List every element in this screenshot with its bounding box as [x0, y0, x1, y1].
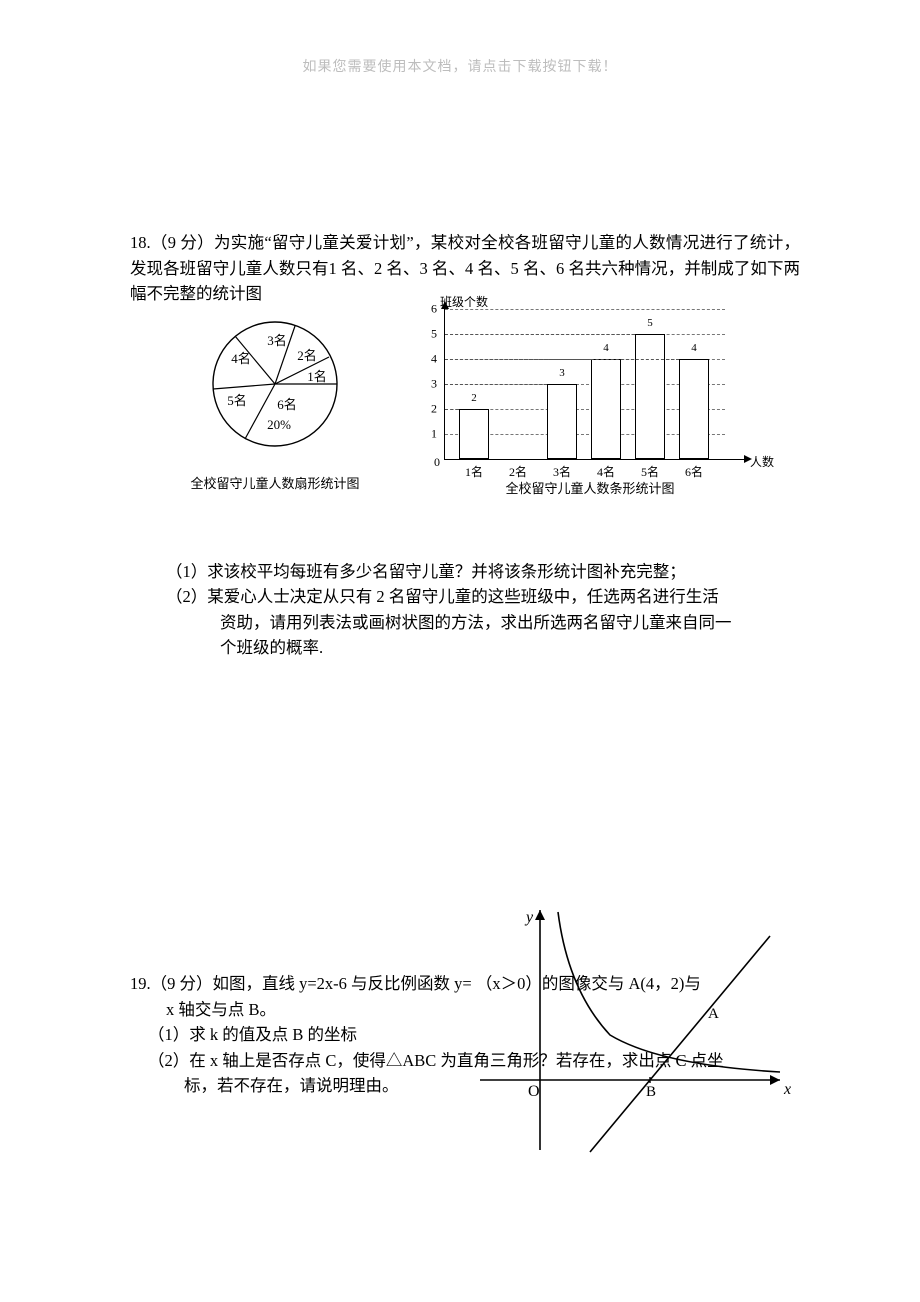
pie-label-6: 6名: [277, 397, 297, 412]
bar-rect: [679, 359, 709, 459]
bar-plot-area: 1234561名22名3名34名45名56名4: [444, 309, 745, 460]
q18-sub-2-line3: 个班级的概率.: [220, 635, 800, 661]
bar-rect: [459, 409, 489, 459]
pie-label-3: 3名: [267, 333, 287, 348]
bar-value-label: 4: [603, 340, 609, 357]
bar-leader-dash: [445, 384, 547, 385]
graph-label-A: A: [708, 1006, 719, 1022]
bar-value-label: 2: [471, 390, 477, 407]
graph-label-y: y: [524, 909, 534, 926]
pie-chart: 1名 2名 3名 4名 5名 6名 20% 全校留守儿童人数扇形统计图: [190, 309, 360, 495]
bar-y-arrow-icon: [441, 301, 449, 309]
pie-label-2: 2名: [297, 348, 317, 363]
pie-label-5: 5名: [227, 393, 247, 408]
q18-sub-1: （1）求该校平均每班有多少名留守儿童？并将该条形统计图补充完整；: [166, 559, 800, 585]
bar-ytick-label: 3: [431, 374, 437, 393]
bar-ytick-label: 1: [431, 424, 437, 443]
graph-label-O: O: [528, 1083, 540, 1100]
pie-center-pct: 20%: [267, 417, 291, 432]
bar-leader-dash: [445, 409, 459, 410]
function-graph: O B A x y: [480, 900, 800, 1160]
bar-leader-dash: [445, 359, 679, 360]
bar-rect: [547, 384, 577, 459]
pie-label-4: 4名: [231, 351, 251, 366]
header-note: 如果您需要使用本文档，请点击下载按钮下载！: [0, 56, 920, 76]
pie-label-1: 1名: [307, 369, 327, 384]
bar-rect: [635, 334, 665, 459]
pie-caption: 全校留守儿童人数扇形统计图: [190, 474, 360, 494]
bar-ytick-label: 2: [431, 399, 437, 418]
bar-gridline: [445, 309, 725, 310]
bar-value-label: 3: [559, 365, 565, 382]
bar-caption: 全校留守儿童人数条形统计图: [420, 479, 760, 499]
bar-ytick-label: 5: [431, 324, 437, 343]
graph-svg: O B A x y: [480, 900, 800, 1160]
charts-row: 1名 2名 3名 4名 5名 6名 20% 全校留守儿童人数扇形统计图 班级个数…: [130, 309, 800, 529]
bar-ytick-label: 4: [431, 349, 437, 368]
q18-sub-2-line1: （2）某爱心人士决定从只有 2 名留守儿童的这些班级中，任选两名进行生活: [166, 584, 800, 610]
graph-label-B: B: [646, 1084, 656, 1100]
bar-ytick-label: 6: [431, 299, 437, 318]
bar-x-title: 人数: [750, 453, 774, 472]
bar-rect: [591, 359, 621, 459]
graph-label-x: x: [783, 1081, 791, 1098]
page: 如果您需要使用本文档，请点击下载按钮下载！ 18.（9 分）为实施“留守儿童关爱…: [0, 0, 920, 1302]
pie-svg: 1名 2名 3名 4名 5名 6名 20%: [195, 309, 355, 459]
bar-origin-label: 0: [434, 453, 440, 472]
bar-value-label: 5: [647, 315, 653, 332]
bar-leader-dash: [445, 334, 635, 335]
q18-sub-2-line2: 资助，请用列表法或画树状图的方法，求出所选两名留守儿童来自同一: [220, 610, 800, 636]
q18-subquestions: （1）求该校平均每班有多少名留守儿童？并将该条形统计图补充完整； （2）某爱心人…: [166, 559, 800, 661]
bar-value-label: 4: [691, 340, 697, 357]
